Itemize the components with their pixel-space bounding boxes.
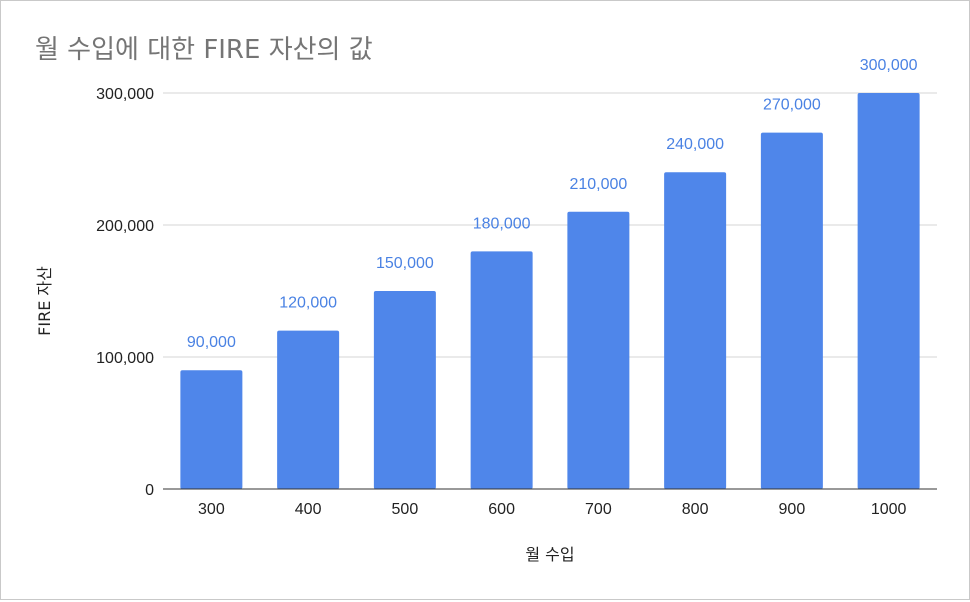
x-axis-ticks: 300 400 500 600 700 800 900 1000 (198, 501, 907, 518)
bar (857, 93, 920, 489)
data-label: 150,000 (376, 255, 434, 272)
bar (470, 251, 533, 489)
x-tick-label: 300 (198, 501, 225, 518)
y-tick-label: 300,000 (96, 86, 154, 103)
x-tick-label: 500 (392, 501, 419, 518)
data-label: 120,000 (279, 295, 337, 312)
data-label: 180,000 (473, 215, 531, 232)
bar (180, 370, 243, 489)
data-labels: 90,000 120,000 150,000 180,000 210,000 240,00… (187, 57, 918, 351)
y-tick-label: 100,000 (96, 350, 154, 367)
bars (180, 93, 920, 490)
x-tick-label: 700 (585, 501, 612, 518)
data-label: 90,000 (187, 334, 236, 351)
chart-title: 월 수입에 대한 FIRE 자산의 값 (35, 35, 373, 65)
bar (567, 211, 630, 490)
y-axis-label: FIRE 자산 (35, 266, 54, 336)
bar (373, 291, 436, 489)
y-tick-label: 0 (145, 482, 154, 499)
y-tick-label: 200,000 (96, 218, 154, 235)
x-tick-label: 800 (682, 501, 709, 518)
bar (664, 172, 727, 489)
x-tick-label: 400 (295, 501, 322, 518)
x-axis-label: 월 수입 (525, 545, 574, 564)
bar (277, 330, 340, 489)
x-tick-label: 1000 (871, 501, 907, 518)
data-label: 210,000 (569, 176, 627, 193)
data-label: 270,000 (763, 97, 821, 114)
y-axis-ticks: 0 100,000 200,000 300,000 (96, 86, 154, 499)
data-label: 240,000 (666, 136, 724, 153)
x-tick-label: 900 (779, 501, 806, 518)
x-tick-label: 600 (488, 501, 515, 518)
bar (760, 132, 823, 489)
data-label: 300,000 (860, 57, 918, 74)
